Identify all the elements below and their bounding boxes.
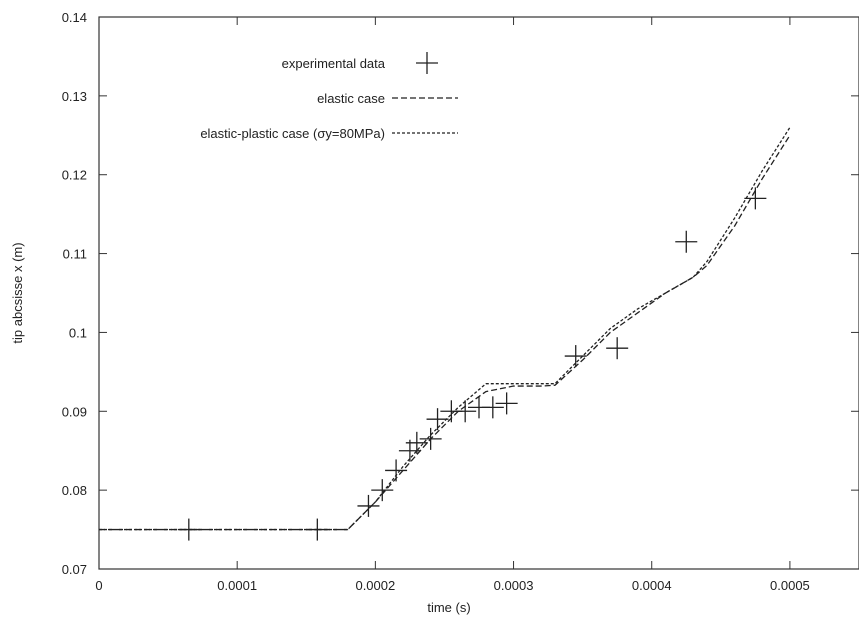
y-tick-label: 0.14 [62,10,87,25]
x-axis-title: time (s) [427,600,470,615]
data-point [564,345,587,368]
y-axis: 0.07 0.08 0.09 0.1 0.11 0.12 0.13 0.14 [62,10,859,577]
data-point [419,427,442,450]
x-tick-label: 0.0001 [217,578,257,593]
legend-marker [416,52,438,74]
x-tick-label: 0 [95,578,102,593]
legend-label: elastic-plastic case (σy=80MPa) [200,126,385,141]
plot-frame [98,16,859,570]
series-line-1 [99,134,791,531]
data-point [481,396,504,419]
y-tick-label: 0.13 [62,89,87,104]
y-axis-title: tip abcsisse x (m) [10,242,25,343]
data-point [454,400,477,423]
series-lines [99,127,791,531]
data-point [385,459,408,482]
experimental-points [177,187,767,541]
y-tick-label: 0.07 [62,562,87,577]
data-point [357,494,380,517]
data-point [405,431,428,454]
data-point [606,337,629,360]
y-tick-label: 0.08 [62,483,87,498]
data-point [495,392,518,415]
x-tick-label: 0.0002 [355,578,395,593]
data-point [177,518,200,541]
x-axis: 0 0.0001 0.0002 0.0003 0.0004 0.0005 [95,17,810,593]
data-point [306,518,329,541]
x-tick-label: 0.0004 [632,578,672,593]
y-tick-label: 0.09 [62,404,87,419]
data-point [371,479,394,502]
series-line-2 [99,127,791,531]
data-point [426,408,449,431]
y-tick-label: 0.12 [62,168,87,183]
y-tick-label: 0.11 [63,247,87,262]
x-tick-label: 0.0003 [494,578,534,593]
legend-label: experimental data [282,56,386,71]
y-tick-label: 0.1 [69,325,87,340]
data-point [744,187,767,210]
legend: experimental data elastic case elastic-pla… [200,52,458,141]
data-point [675,230,698,253]
x-tick-label: 0.0005 [770,578,810,593]
legend-label: elastic case [317,91,385,106]
plot-border [98,16,859,570]
